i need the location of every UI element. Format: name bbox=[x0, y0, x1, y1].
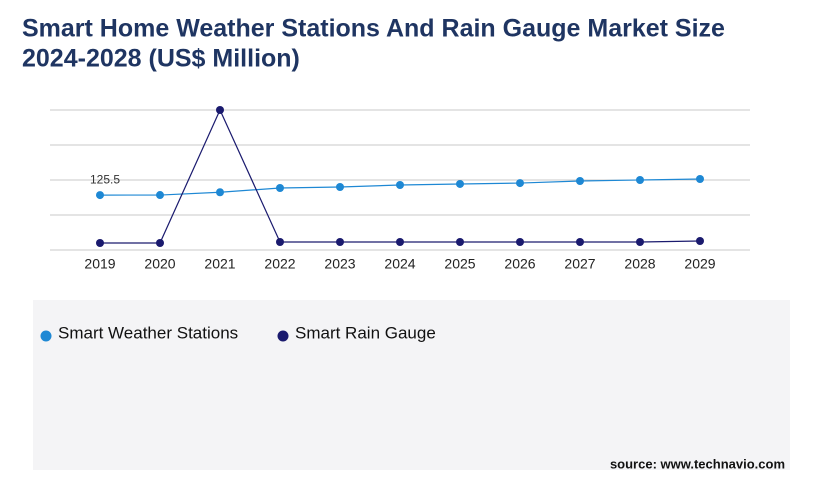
x-tick-label: 2028 bbox=[624, 256, 655, 272]
data-point bbox=[216, 106, 224, 114]
data-point bbox=[276, 237, 284, 246]
x-tick-label: 2022 bbox=[264, 256, 295, 272]
data-point bbox=[336, 237, 344, 246]
chart-subtitle: 2024-2028 (US$ Million) bbox=[22, 45, 300, 73]
data-point bbox=[156, 191, 164, 200]
x-tick-label: 2020 bbox=[144, 256, 175, 272]
data-point bbox=[396, 237, 404, 246]
data-label: 125.5 bbox=[90, 172, 120, 186]
x-tick-label: 2025 bbox=[444, 256, 475, 272]
data-point bbox=[156, 239, 164, 247]
chart-title: Smart Home Weather Stations And Rain Gau… bbox=[22, 15, 725, 43]
data-point bbox=[396, 180, 404, 189]
x-tick-label: 2026 bbox=[504, 256, 535, 272]
data-point bbox=[96, 239, 104, 247]
data-point bbox=[516, 179, 524, 188]
panel-background bbox=[33, 300, 790, 470]
legend-label: Smart Rain Gauge bbox=[295, 323, 436, 342]
data-point bbox=[456, 179, 464, 188]
data-point bbox=[636, 237, 644, 246]
source: source: www.technavio.com bbox=[610, 456, 785, 471]
data-point bbox=[576, 177, 584, 186]
data-point bbox=[696, 174, 704, 183]
x-tick-label: 2023 bbox=[324, 256, 355, 272]
legend-marker bbox=[40, 330, 52, 342]
x-tick-label: 2019 bbox=[84, 256, 115, 272]
data-point bbox=[336, 183, 344, 191]
x-tick-label: 2024 bbox=[384, 256, 415, 272]
data-point bbox=[576, 237, 584, 246]
x-tick-label: 2027 bbox=[564, 256, 595, 272]
x-tick-label: 2021 bbox=[204, 256, 235, 272]
x-tick-label: 2029 bbox=[684, 256, 715, 272]
legend-marker bbox=[277, 330, 289, 342]
series-line bbox=[100, 108, 701, 244]
data-point bbox=[636, 176, 644, 184]
data-point bbox=[216, 188, 224, 197]
data-point bbox=[696, 236, 704, 245]
data-point bbox=[516, 237, 524, 246]
data-point bbox=[456, 237, 464, 246]
data-point bbox=[96, 191, 104, 200]
data-point bbox=[276, 184, 284, 193]
legend-label: Smart Weather Stations bbox=[58, 323, 238, 342]
